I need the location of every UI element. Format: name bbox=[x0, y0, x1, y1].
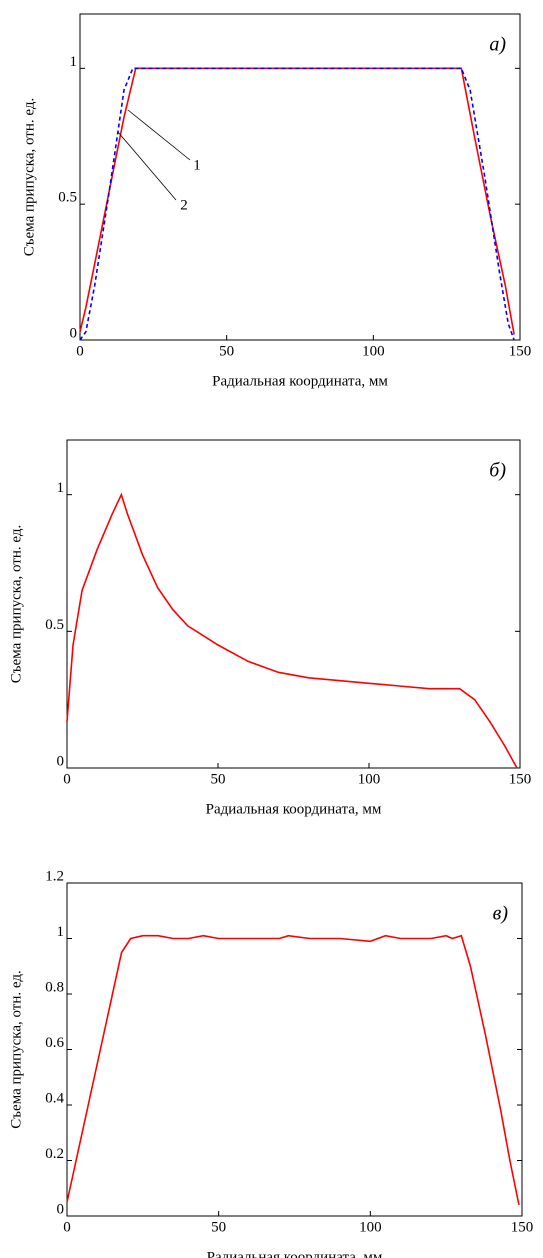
y-tick-label: 0 bbox=[57, 753, 65, 769]
x-axis-label: Радиальная координата, мм bbox=[207, 1249, 383, 1258]
leader-line bbox=[127, 109, 191, 161]
x-tick-label: 100 bbox=[358, 771, 381, 787]
y-tick-label: 1.2 bbox=[45, 868, 64, 884]
plot-frame bbox=[79, 13, 521, 341]
series-line bbox=[79, 67, 515, 341]
series-label: 2 bbox=[180, 197, 188, 213]
y-tick-label: 0.8 bbox=[45, 979, 64, 995]
x-tick-label: 50 bbox=[219, 343, 234, 359]
plot-frame bbox=[66, 439, 521, 769]
x-tick-label: 100 bbox=[362, 343, 385, 359]
series-line bbox=[66, 492, 518, 769]
x-tick-label: 0 bbox=[63, 771, 71, 787]
y-tick-label: 1 bbox=[57, 924, 65, 940]
x-tick-label: 0 bbox=[76, 343, 84, 359]
y-axis-label: Съема припуска, отн. ед. bbox=[21, 98, 37, 256]
y-tick-label: 0.5 bbox=[45, 617, 64, 633]
y-tick-label: 0.2 bbox=[45, 1146, 64, 1162]
y-tick-label: 0.6 bbox=[45, 1035, 64, 1051]
x-tick-label: 150 bbox=[511, 1219, 534, 1235]
y-tick-label: 1 bbox=[70, 54, 78, 70]
x-axis-label: Радиальная координата, мм bbox=[206, 801, 382, 817]
annotation: а) bbox=[489, 34, 506, 56]
series-line bbox=[66, 934, 520, 1206]
y-tick-label: 0 bbox=[70, 325, 78, 341]
x-axis-label: Радиальная координата, мм bbox=[212, 373, 388, 389]
x-tick-label: 150 bbox=[509, 771, 532, 787]
x-tick-label: 50 bbox=[211, 1219, 226, 1235]
y-tick-label: 0.5 bbox=[58, 190, 77, 206]
plot-frame bbox=[66, 882, 523, 1217]
y-tick-label: 0 bbox=[57, 1201, 65, 1217]
annotation: в) bbox=[493, 903, 509, 925]
series-line bbox=[79, 67, 515, 335]
x-tick-label: 50 bbox=[211, 771, 226, 787]
y-axis-label: Съема припуска, отн. ед. bbox=[8, 525, 24, 683]
series-label: 1 bbox=[193, 157, 201, 173]
x-tick-label: 150 bbox=[509, 343, 532, 359]
y-axis-label: Съема припуска, отн. ед. bbox=[8, 970, 24, 1128]
x-tick-label: 0 bbox=[63, 1219, 71, 1235]
annotation: б) bbox=[489, 460, 506, 482]
x-tick-label: 100 bbox=[359, 1219, 382, 1235]
y-tick-label: 0.4 bbox=[45, 1090, 64, 1106]
leader-line bbox=[117, 131, 177, 201]
y-tick-label: 1 bbox=[57, 480, 65, 496]
